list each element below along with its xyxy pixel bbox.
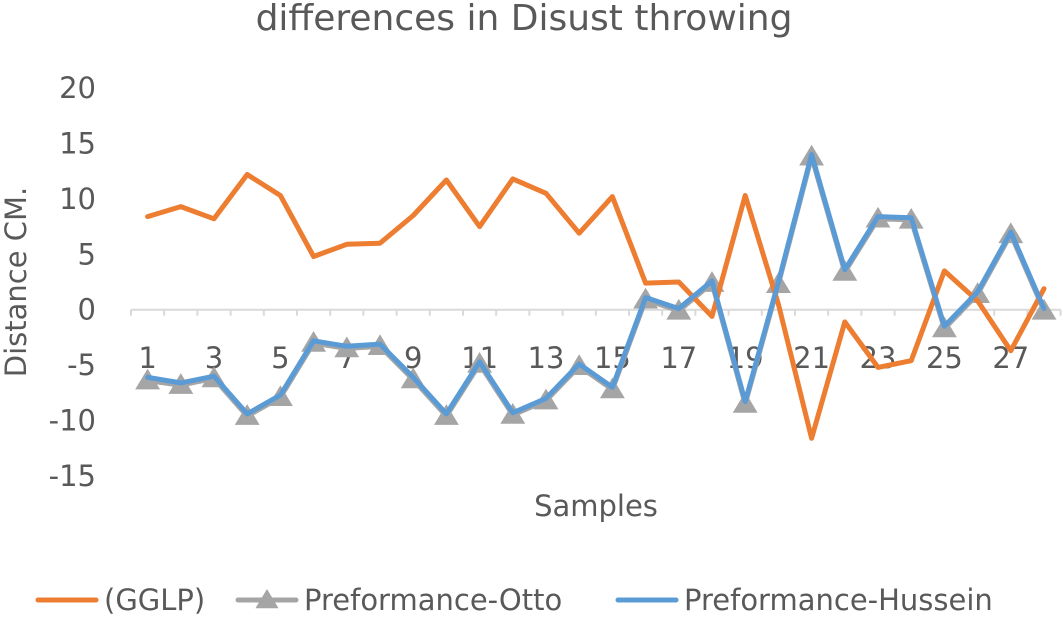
x-axis-title: Samples <box>534 489 658 523</box>
x-tick-label: 1 <box>138 341 156 375</box>
y-tick-label: -15 <box>49 459 96 493</box>
y-tick-label: 5 <box>78 237 96 271</box>
y-tick-label: 10 <box>59 182 96 216</box>
series-preformance-hussein <box>145 152 1047 417</box>
legend-item: (GGLP) <box>35 583 205 617</box>
y-axis-ticks: -15 -10 -5 0 5 10 15 20 <box>49 71 96 493</box>
x-tick-label: 25 <box>926 341 963 375</box>
x-tick-label: 5 <box>271 341 289 375</box>
x-tick-label: 9 <box>404 341 422 375</box>
series-layer <box>135 144 1057 441</box>
y-tick-label: 0 <box>78 293 96 327</box>
y-tick-label: -10 <box>49 404 96 438</box>
series-line <box>145 152 1047 417</box>
legend-item: Preformance-Hussein <box>615 583 993 617</box>
legend-label: Preformance-Otto <box>304 583 562 617</box>
y-tick-label: 20 <box>59 71 96 105</box>
y-axis-title: Distance CM. <box>0 187 33 378</box>
x-tick-label: 3 <box>205 341 223 375</box>
legend: (GGLP) Preformance-Otto Preformance-Hussei… <box>35 583 993 617</box>
chart-title: differences in Disust throwing <box>256 0 793 39</box>
series-gglp <box>145 172 1047 441</box>
x-tick-label: 17 <box>660 341 697 375</box>
x-tick-label: 21 <box>793 341 830 375</box>
x-tick-label: 13 <box>528 341 565 375</box>
x-axis: 13579111315171921232527 <box>130 308 1062 375</box>
series-preformance-otto <box>135 144 1057 425</box>
legend-label: Preformance-Hussein <box>684 583 993 617</box>
y-tick-label: -5 <box>67 348 96 382</box>
series-line <box>145 172 1047 441</box>
legend-marker <box>255 589 279 609</box>
legend-item: Preformance-Otto <box>235 583 562 617</box>
y-tick-label: 15 <box>59 126 96 160</box>
legend-label: (GGLP) <box>104 583 205 617</box>
